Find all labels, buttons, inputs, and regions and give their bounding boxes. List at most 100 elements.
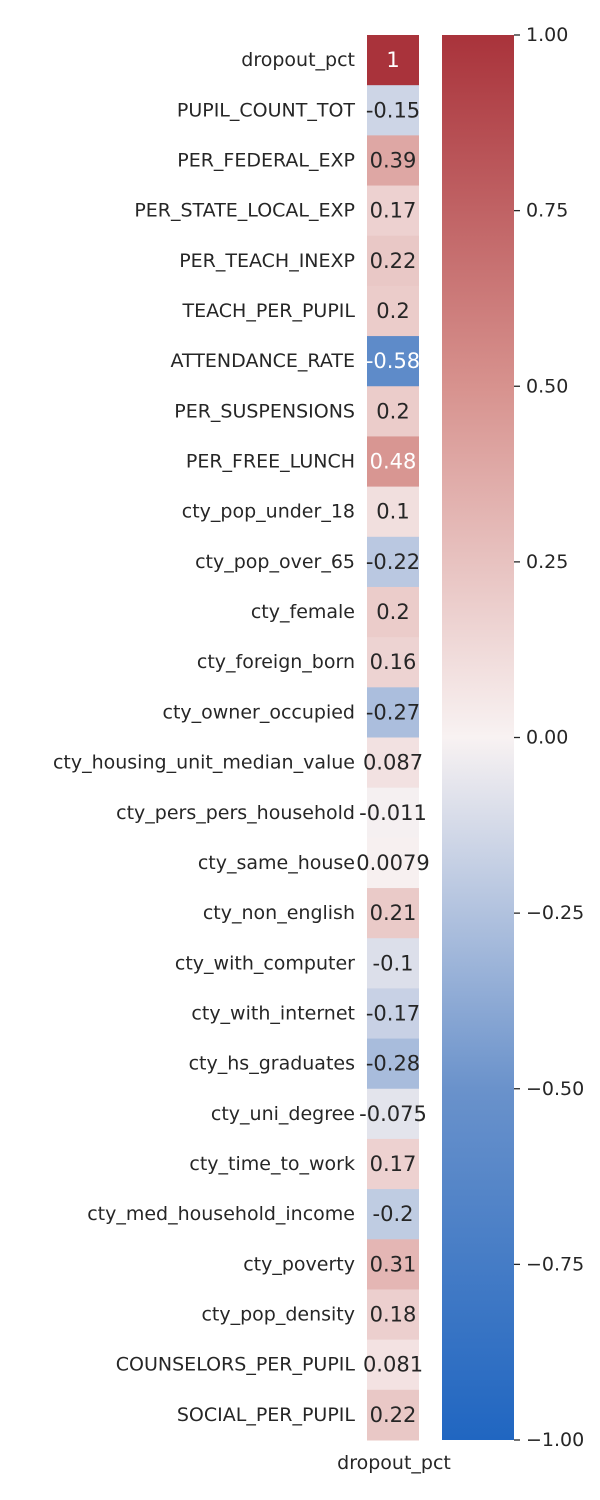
heatmap-cells <box>367 35 419 1441</box>
row-tick-label: PER_FEDERAL_EXP <box>177 149 355 171</box>
colorbar <box>442 35 514 1440</box>
row-tick-label: cty_pop_density <box>201 1304 355 1326</box>
row-tick-label: ATTENDANCE_RATE <box>171 350 355 372</box>
cell-annotation: 0.18 <box>370 1303 417 1327</box>
row-tick-label: TEACH_PER_PUPIL <box>181 300 355 322</box>
cell-annotation: 0.0079 <box>356 851 429 875</box>
heatmap-cell <box>367 1189 419 1240</box>
colorbar-tick-label: −0.75 <box>526 1253 584 1275</box>
heatmap-cell <box>367 386 419 437</box>
heatmap-cell <box>367 737 419 789</box>
row-tick-label: cty_same_house <box>198 852 355 874</box>
heatmap-cell <box>367 837 419 889</box>
heatmap-cell <box>367 787 419 839</box>
cell-annotation: -0.011 <box>359 801 427 825</box>
cell-annotation: 0.48 <box>370 450 417 474</box>
row-tick-label: PER_SUSPENSIONS <box>174 400 355 422</box>
cell-annotation: -0.22 <box>366 550 420 574</box>
colorbar-tick-label: −0.50 <box>526 1078 584 1100</box>
cell-annotation: 0.081 <box>363 1353 423 1377</box>
heatmap-cell <box>367 1339 419 1391</box>
colorbar-ticks: 1.00 0.75 0.50 0.25 0.00 −0.25 −0.50 −0.75 −1.00 <box>514 24 584 1451</box>
cell-annotation: -0.15 <box>366 98 420 122</box>
cell-annotation: 0.22 <box>370 1403 417 1427</box>
row-tick-label: cty_non_english <box>203 902 355 924</box>
heatmap-cell <box>367 235 419 287</box>
heatmap-cell <box>367 988 419 1040</box>
row-labels: dropout_pct PUPIL_COUNT_TOT PER_FEDERAL_EX… <box>53 49 355 1426</box>
row-tick-label: dropout_pct <box>241 49 355 71</box>
colorbar-tick-label: −0.25 <box>526 902 584 924</box>
column-tick-label: dropout_pct <box>337 1452 451 1474</box>
row-tick-label: PUPIL_COUNT_TOT <box>177 99 356 121</box>
cell-annotation: 0.39 <box>370 148 417 172</box>
colorbar-tick-label: 1.00 <box>526 24 568 46</box>
heatmap-cell <box>367 536 419 588</box>
cell-annotation: -0.2 <box>373 1202 414 1226</box>
heatmap-cell <box>367 938 419 989</box>
cell-annotation: 0.2 <box>376 600 409 624</box>
cell-annotations: 1 -0.15 0.39 0.17 0.22 0.2 -0.58 0.2 0.48 0.1 -0.2… <box>356 48 429 1427</box>
row-tick-label: PER_FREE_LUNCH <box>186 451 355 473</box>
colorbar-tick-label: 0.00 <box>526 727 568 749</box>
row-tick-label: cty_owner_occupied <box>163 701 356 723</box>
heatmap-cell <box>367 888 419 939</box>
row-tick-label: cty_uni_degree <box>211 1103 355 1125</box>
heatmap-cell <box>367 637 419 688</box>
cell-annotation: 0.2 <box>376 299 409 323</box>
cell-annotation: -0.28 <box>366 1052 420 1076</box>
colorbar-tick-label: −1.00 <box>526 1429 584 1451</box>
cell-annotation: 0.21 <box>370 901 417 925</box>
cell-annotation: -0.27 <box>366 700 420 724</box>
row-tick-label: PER_TEACH_INEXP <box>179 250 355 272</box>
row-tick-label: cty_pop_under_18 <box>182 501 355 523</box>
heatmap-cell <box>367 135 419 187</box>
heatmap-cell <box>367 1088 419 1140</box>
colorbar-tick-label: 0.75 <box>526 200 568 222</box>
row-tick-label: cty_poverty <box>243 1253 355 1275</box>
cell-annotation: 0.087 <box>363 751 423 775</box>
heatmap-cell <box>367 586 419 638</box>
heatmap-cell <box>367 486 419 538</box>
row-tick-label: SOCIAL_PER_PUPIL <box>177 1404 356 1426</box>
row-tick-label: cty_pers_pers_household <box>116 802 355 824</box>
cell-annotation: -0.17 <box>366 1001 420 1025</box>
heatmap-cell <box>367 1138 419 1190</box>
cell-annotation: 0.2 <box>376 399 409 423</box>
heatmap-cell <box>367 35 419 86</box>
cell-annotation: 0.1 <box>376 500 409 524</box>
row-tick-label: cty_housing_unit_median_value <box>53 752 355 774</box>
cell-annotation: -0.58 <box>366 349 420 373</box>
heatmap-cell <box>367 185 419 237</box>
heatmap-cell <box>367 85 419 136</box>
heatmap-cell <box>367 1239 419 1290</box>
colorbar-tick-label: 0.50 <box>526 375 568 397</box>
cell-annotation: 0.22 <box>370 249 417 273</box>
heatmap-cell <box>367 1038 419 1090</box>
cell-annotation: 1 <box>386 48 399 72</box>
row-tick-label: cty_med_household_income <box>87 1203 355 1225</box>
row-tick-label: cty_female <box>251 601 355 623</box>
row-tick-label: PER_STATE_LOCAL_EXP <box>134 200 355 222</box>
cell-annotation: -0.1 <box>373 951 414 975</box>
row-tick-label: cty_time_to_work <box>189 1153 355 1175</box>
heatmap-cell <box>367 687 419 738</box>
heatmap-cell <box>367 436 419 488</box>
row-tick-label: cty_with_computer <box>175 952 355 974</box>
row-tick-label: cty_with_internet <box>191 1002 355 1024</box>
cell-annotation: -0.075 <box>359 1102 427 1126</box>
colorbar-tick-label: 0.25 <box>526 551 568 573</box>
heatmap-cell <box>367 1389 419 1441</box>
cell-annotation: 0.16 <box>370 650 417 674</box>
heatmap-cell <box>367 285 419 337</box>
row-tick-label: cty_foreign_born <box>197 651 355 673</box>
cell-annotation: 0.17 <box>370 199 417 223</box>
cell-annotation: 0.31 <box>370 1252 417 1276</box>
row-tick-label: cty_hs_graduates <box>189 1053 355 1075</box>
row-tick-label: COUNSELORS_PER_PUPIL <box>116 1354 356 1376</box>
cell-annotation: 0.17 <box>370 1152 417 1176</box>
heatmap-cell <box>367 336 419 387</box>
row-tick-label: cty_pop_over_65 <box>195 551 355 573</box>
heatmap-cell <box>367 1289 419 1341</box>
